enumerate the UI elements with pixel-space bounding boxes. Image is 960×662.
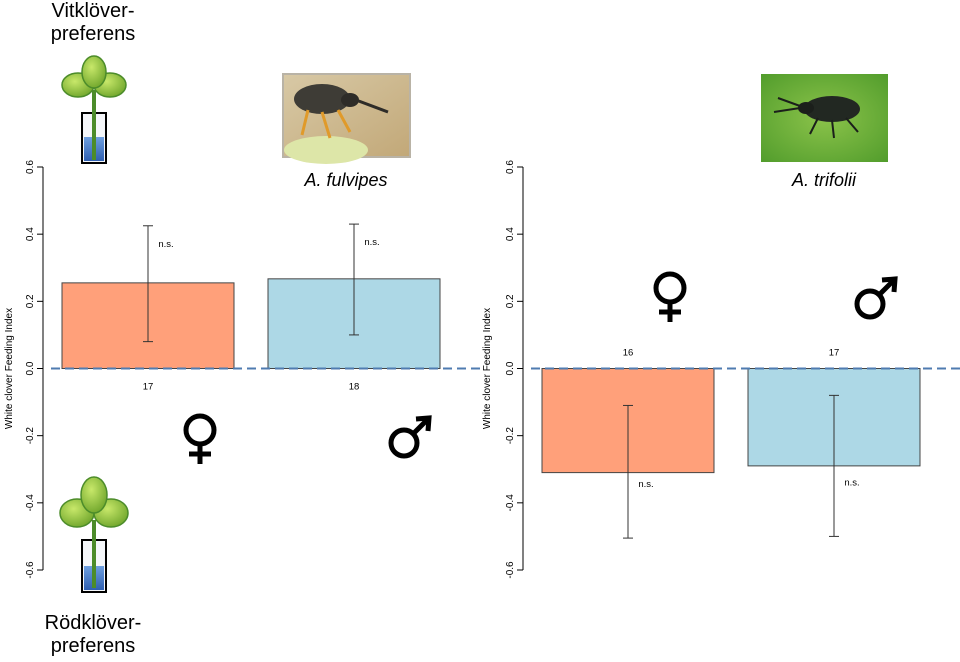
y-axis-title: White clover Feeding Index — [482, 308, 493, 429]
sample-size-label: 18 — [349, 382, 360, 393]
y-tick-label: -0.2 — [505, 427, 516, 445]
y-tick-label: 0.0 — [505, 361, 516, 375]
significance-label: n.s. — [364, 237, 379, 248]
white-clover-preference-label: Vitklöver- preferens — [18, 0, 168, 46]
chart-title: A. trifolii — [791, 170, 857, 190]
red-clover-preference-label: Rödklöver- preferens — [18, 612, 168, 658]
female-symbol-icon — [653, 271, 687, 322]
weevil-photo-trifolii — [761, 74, 888, 162]
y-tick-label: 0.6 — [25, 160, 36, 174]
chart-panel-fulvipes: -0.6 -0.4 -0.2 0.0 0.2 0.4 0.6 White clover Fee… — [4, 160, 480, 579]
y-tick-label: -0.6 — [505, 561, 516, 579]
significance-label: n.s. — [158, 239, 173, 250]
white-clover-preference-line2: preferens — [50, 23, 136, 45]
sample-size-label: 17 — [829, 348, 840, 359]
y-tick-label: 0.0 — [25, 361, 36, 375]
y-tick-label: -0.4 — [25, 494, 36, 512]
y-tick-label: -0.4 — [505, 494, 516, 512]
y-tick-label: 0.4 — [25, 227, 36, 241]
male-symbol-icon — [388, 415, 432, 459]
y-tick-label: 0.4 — [505, 227, 516, 241]
male-symbol-icon — [854, 276, 898, 320]
red-clover-preference-line2: preferens — [50, 635, 136, 657]
red-clover-plant-icon — [59, 476, 129, 593]
significance-label: n.s. — [638, 479, 653, 490]
chart-title: A. fulvipes — [303, 170, 387, 190]
white-clover-plant-icon — [61, 55, 127, 164]
red-clover-preference-line1: Rödklöver- — [44, 612, 142, 634]
sample-size-label: 17 — [143, 382, 154, 393]
y-tick-label: -0.2 — [25, 427, 36, 445]
y-tick-label: 0.2 — [505, 294, 516, 308]
y-tick-label: 0.6 — [505, 160, 516, 174]
weevil-photo-fulvipes — [282, 73, 411, 164]
chart-panel-trifolii: -0.6 -0.4 -0.2 0.0 0.2 0.4 0.6 White clover Fee… — [482, 160, 960, 579]
significance-label: n.s. — [844, 477, 859, 488]
white-clover-preference-line1: Vitklöver- — [51, 0, 135, 22]
y-tick-label: -0.6 — [25, 561, 36, 579]
female-symbol-icon — [183, 413, 217, 464]
y-axis-title: White clover Feeding Index — [4, 308, 15, 429]
y-tick-label: 0.2 — [25, 294, 36, 308]
sample-size-label: 16 — [623, 348, 634, 359]
